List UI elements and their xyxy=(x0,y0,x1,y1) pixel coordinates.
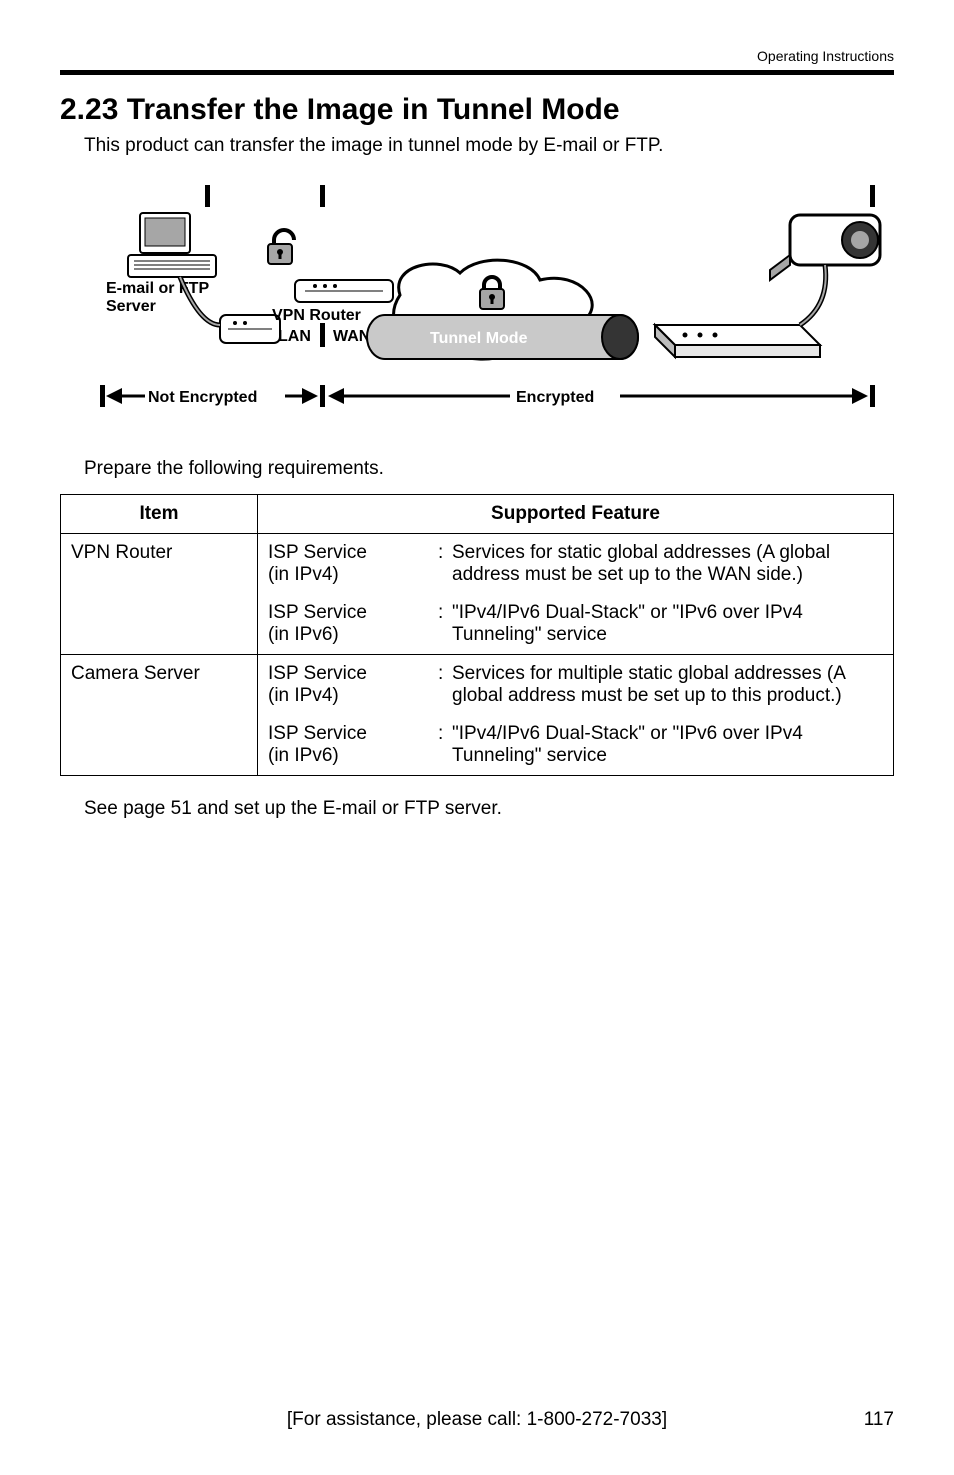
isp-label: ISP Service xyxy=(268,602,367,623)
cell-desc: :Services for multiple static global add… xyxy=(428,655,894,716)
server-icon xyxy=(128,213,216,277)
server-label-2: Server xyxy=(106,298,156,315)
cell-desc: :"IPv4/IPv6 Dual-Stack" or "IPv6 over IP… xyxy=(428,715,894,776)
not-encrypted-label: Not Encrypted xyxy=(148,389,257,406)
vpn-router-icon xyxy=(295,280,393,302)
unlock-icon xyxy=(268,230,294,264)
header-rule xyxy=(60,70,894,75)
th-feature: Supported Feature xyxy=(258,495,894,534)
tunnel-mode-label: Tunnel Mode xyxy=(430,330,528,347)
cell-isp: ISP Service (in IPv6) xyxy=(258,715,429,776)
desc-text: Services for static global addresses (A … xyxy=(452,542,883,586)
footer-page-number: 117 xyxy=(864,1409,894,1431)
desc-text: "IPv4/IPv6 Dual-Stack" or "IPv6 over IPv… xyxy=(452,602,883,646)
cell-isp: ISP Service (in IPv4) xyxy=(258,534,429,595)
cell-item-0: VPN Router xyxy=(61,534,258,655)
header-doc-type: Operating Instructions xyxy=(60,48,894,64)
feature-table: Item Supported Feature VPN Router ISP Se… xyxy=(60,494,894,776)
th-item: Item xyxy=(61,495,258,534)
isp-label: ISP Service xyxy=(268,723,367,744)
wan-label: WAN xyxy=(333,328,370,345)
encrypted-arrow: Encrypted xyxy=(328,388,868,406)
prepare-text: Prepare the following requirements. xyxy=(84,458,894,480)
isp-label: (in IPv6) xyxy=(268,745,339,766)
desc-text: "IPv4/IPv6 Dual-Stack" or "IPv6 over IPv… xyxy=(452,723,883,767)
isp-label: ISP Service xyxy=(268,542,367,563)
tunnel-icon: Tunnel Mode xyxy=(367,315,638,359)
network-diagram: E-mail or FTP Server xyxy=(100,175,894,440)
cell-desc: :Services for static global addresses (A… xyxy=(428,534,894,595)
not-encrypted-arrow: Not Encrypted xyxy=(106,388,318,406)
cell-item-1: Camera Server xyxy=(61,655,258,776)
see-page-text: See page 51 and set up the E-mail or FTP… xyxy=(84,798,894,820)
cell-isp: ISP Service (in IPv6) xyxy=(258,594,429,655)
lan-label: LAN xyxy=(278,328,311,345)
diagram-svg: E-mail or FTP Server xyxy=(100,175,900,435)
left-router-icon xyxy=(220,315,280,343)
cell-isp: ISP Service (in IPv4) xyxy=(258,655,429,716)
table-row: Camera Server ISP Service (in IPv4) :Ser… xyxy=(61,655,894,716)
isp-label: (in IPv4) xyxy=(268,685,339,706)
desc-text: Services for multiple static global addr… xyxy=(452,663,883,707)
isp-label: (in IPv6) xyxy=(268,624,339,645)
footer-assist: [For assistance, please call: 1-800-272-… xyxy=(287,1409,667,1430)
page-footer: [For assistance, please call: 1-800-272-… xyxy=(0,1409,954,1431)
intro-text: This product can transfer the image in t… xyxy=(84,135,894,157)
table-row: VPN Router ISP Service (in IPv4) :Servic… xyxy=(61,534,894,595)
server-label-1: E-mail or FTP xyxy=(106,280,209,297)
right-router-icon xyxy=(655,325,820,357)
page-title: 2.23 Transfer the Image in Tunnel Mode xyxy=(60,93,894,127)
encrypted-label: Encrypted xyxy=(516,389,594,406)
page: Operating Instructions 2.23 Transfer the… xyxy=(0,0,954,1475)
isp-label: ISP Service xyxy=(268,663,367,684)
table-header-row: Item Supported Feature xyxy=(61,495,894,534)
isp-label: (in IPv4) xyxy=(268,564,339,585)
vpn-router-label: VPN Router xyxy=(272,307,361,324)
cell-desc: :"IPv4/IPv6 Dual-Stack" or "IPv6 over IP… xyxy=(428,594,894,655)
